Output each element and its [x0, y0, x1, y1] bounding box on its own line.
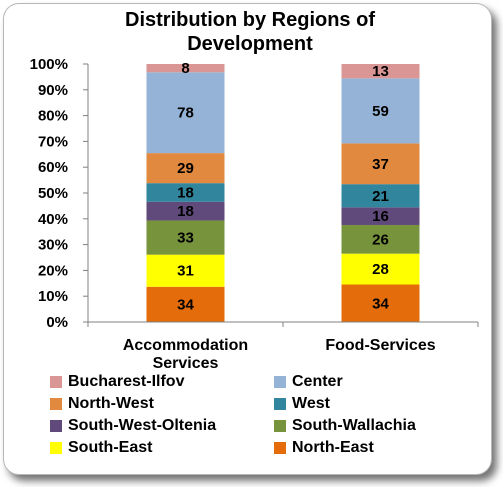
- legend-label: South-East: [68, 439, 153, 456]
- y-tick-label: 0%: [46, 314, 68, 331]
- legend-label: West: [292, 395, 330, 412]
- legend-swatch: [274, 398, 286, 410]
- legend-item-south-east: South-East: [50, 438, 152, 458]
- bar-segment-bucharest-ilfov: [341, 64, 420, 79]
- y-tick-label: 50%: [38, 185, 68, 202]
- legend-label: Bucharest-Ilfov: [68, 373, 185, 390]
- data-label-south-wallachia: 26: [372, 231, 389, 248]
- legend-item-center: Center: [274, 372, 343, 392]
- bars: [146, 64, 420, 322]
- legend-swatch: [50, 398, 62, 410]
- legend-item-north-east: North-East: [274, 438, 374, 458]
- y-tick-label: 20%: [38, 262, 68, 279]
- legend-swatch: [274, 442, 286, 454]
- bar-segment-south-wallachia: [146, 220, 225, 255]
- data-label-north-west: 37: [372, 156, 389, 173]
- legend-label: Center: [292, 373, 343, 390]
- data-label-south-west-oltenia: 16: [372, 208, 389, 225]
- data-label-south-east: 28: [372, 261, 389, 278]
- bar-segment-center: [146, 72, 225, 154]
- data-labels: 34 31 33 18 18 29 78 8 34 28 26 16 21 37 59 13: [177, 60, 389, 313]
- bar-segment-south-wallachia: [341, 224, 420, 254]
- y-tick-label: 100%: [30, 56, 68, 73]
- legend-swatch: [274, 420, 286, 432]
- bar-segment-north-east: [341, 284, 420, 322]
- data-label-bucharest-ilfov: 8: [181, 60, 189, 77]
- legend-swatch: [274, 376, 286, 388]
- bar-segment-west: [146, 183, 225, 202]
- legend-label: South-West-Oltenia: [68, 417, 217, 434]
- bar-segment-south-west-oltenia: [341, 207, 420, 225]
- bar-segment-south-east: [146, 254, 225, 287]
- x-category-label: Accommodation: [123, 337, 248, 354]
- data-label-center: 59: [372, 103, 389, 120]
- chart-title: Distribution by Regions of Development: [125, 9, 375, 55]
- y-axis: 0% 10% 20% 30% 40% 50% 60% 70% 80% 90% 100%: [30, 56, 89, 331]
- bar-segment-north-east: [146, 286, 225, 322]
- y-tick-label: 90%: [38, 82, 68, 99]
- bar-segment-north-west: [146, 153, 225, 184]
- data-label-north-east: 34: [177, 296, 194, 313]
- legend-label: North-East: [292, 439, 374, 456]
- y-tick-label: 60%: [38, 159, 68, 176]
- data-label-south-east: 31: [177, 263, 194, 280]
- legend-swatch: [50, 442, 62, 454]
- y-tick-label: 10%: [38, 288, 68, 305]
- bar-segment-south-west-oltenia: [146, 201, 225, 221]
- data-label-south-west-oltenia: 18: [177, 203, 194, 220]
- data-label-west: 18: [177, 184, 194, 201]
- legend-item-bucharest-ilfov: Bucharest-Ilfov: [50, 372, 184, 392]
- y-tick-label: 30%: [38, 237, 68, 254]
- bar-segment-south-east: [341, 253, 420, 285]
- legend-label: South-Wallachia: [292, 417, 416, 434]
- y-tick-label: 70%: [38, 133, 68, 150]
- bar-segment-north-west: [341, 143, 420, 185]
- x-category-label: Services: [153, 355, 219, 372]
- data-label-north-east: 34: [372, 295, 389, 312]
- legend-item-south-wallachia: South-Wallachia: [274, 416, 416, 436]
- bar-segment-center: [341, 78, 420, 144]
- bar-segment-west: [341, 184, 420, 208]
- legend-label: North-West: [68, 395, 154, 412]
- legend-item-west: West: [274, 394, 330, 414]
- legend-item-south-west-oltenia: South-West-Oltenia: [50, 416, 216, 436]
- data-label-center: 78: [177, 105, 194, 122]
- x-category-label: Food-Services: [325, 337, 435, 354]
- legend-swatch: [50, 376, 62, 388]
- legend-swatch: [50, 420, 62, 432]
- data-label-west: 21: [372, 188, 389, 205]
- y-tick-label: 80%: [38, 108, 68, 125]
- y-tick-label: 40%: [38, 211, 68, 228]
- data-label-bucharest-ilfov: 13: [372, 63, 389, 80]
- data-label-north-west: 29: [177, 160, 194, 177]
- legend-item-north-west: North-West: [50, 394, 154, 414]
- bar-segment-bucharest-ilfov: [146, 64, 225, 73]
- legend: Bucharest-Ilfov Center North-West West South…: [42, 372, 472, 472]
- data-label-south-wallachia: 33: [177, 230, 194, 247]
